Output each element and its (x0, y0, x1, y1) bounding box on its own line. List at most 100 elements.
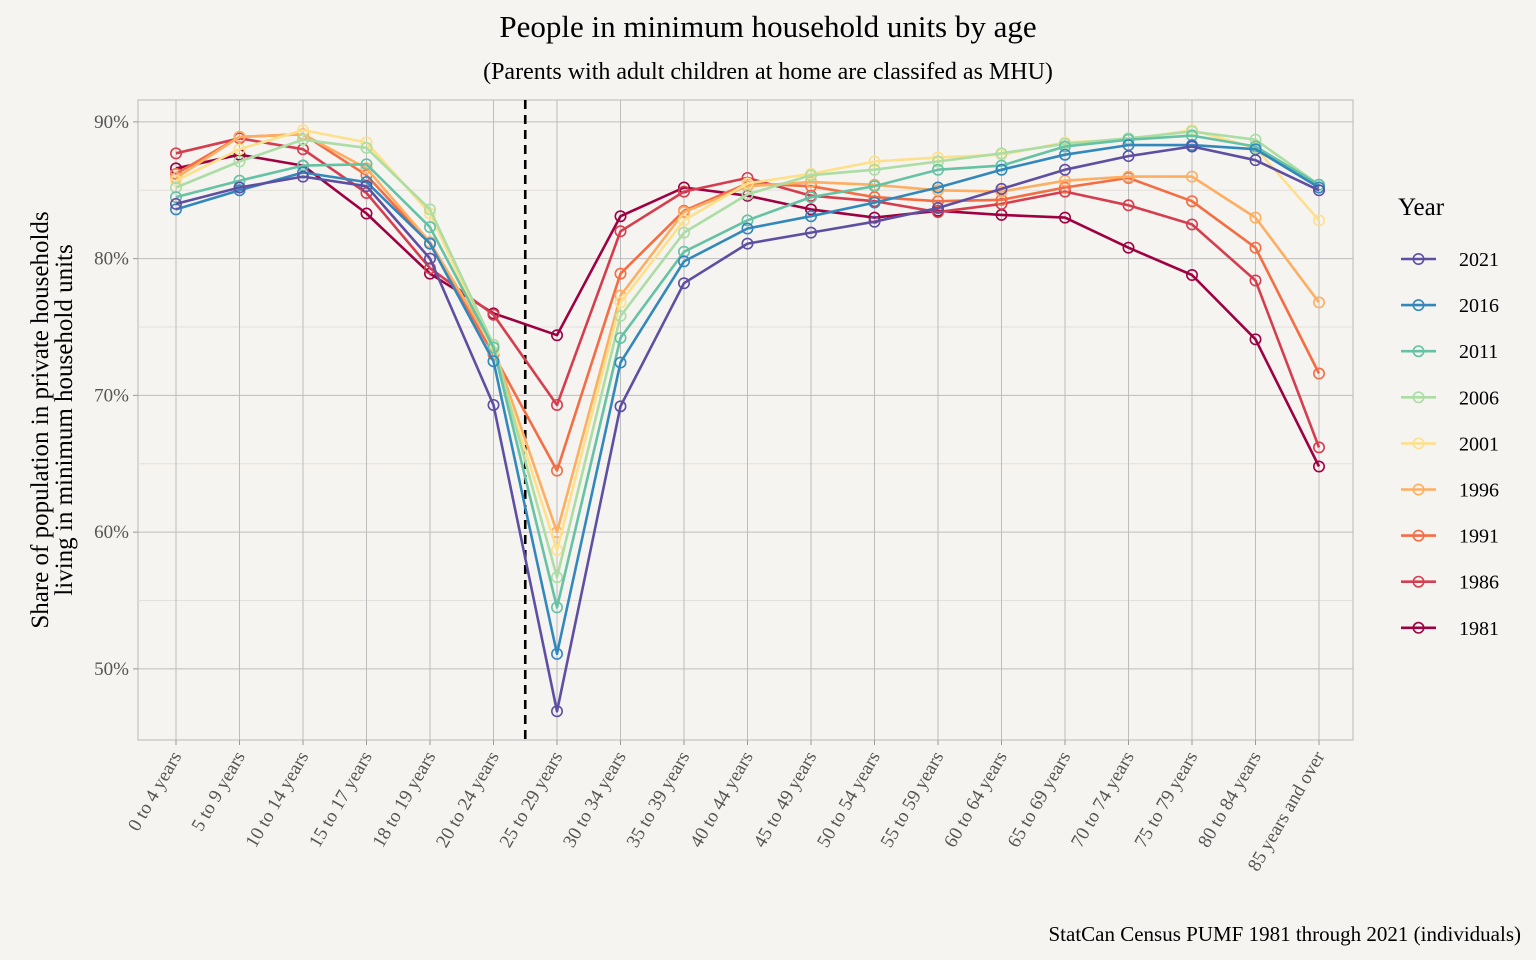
legend-title: Year (1398, 194, 1445, 221)
data-point (741, 237, 754, 250)
data-point (487, 355, 500, 368)
legend-label: 1986 (1459, 572, 1499, 594)
data-point (804, 169, 817, 182)
legend-label: 2001 (1459, 433, 1499, 455)
data-point (550, 705, 563, 718)
data-point (1186, 269, 1199, 282)
x-tick-label: 18 to 19 years (369, 748, 441, 851)
x-tick-label: 45 to 49 years (750, 748, 822, 851)
data-point (550, 398, 563, 411)
data-point (1313, 296, 1326, 309)
x-tick-label: 65 to 69 years (1004, 748, 1076, 851)
data-point (233, 130, 246, 143)
data-point (614, 225, 627, 238)
data-point (1249, 241, 1262, 254)
y-tick-label: 90% (94, 112, 129, 133)
data-point (741, 214, 754, 227)
x-tick-label: 80 to 84 years (1194, 748, 1266, 851)
data-point (1313, 184, 1326, 197)
data-point (550, 647, 563, 660)
legend-label: 1991 (1459, 526, 1499, 548)
data-point (170, 197, 183, 210)
series-line-1996 (175, 132, 1321, 534)
x-tick-label: 0 to 4 years (124, 748, 186, 835)
x-tick-label: 20 to 24 years (432, 748, 504, 851)
data-point (1249, 133, 1262, 146)
data-point (550, 571, 563, 584)
data-point (614, 331, 627, 344)
data-point (1313, 214, 1326, 227)
data-point (614, 400, 627, 413)
data-point (1059, 140, 1072, 153)
legend-key-point (1412, 391, 1425, 404)
data-point (360, 158, 373, 171)
data-point (804, 203, 817, 216)
data-point (677, 245, 690, 258)
x-tick-label: 60 to 64 years (940, 748, 1012, 851)
data-point (931, 181, 944, 194)
data-point (296, 143, 309, 156)
data-point (1059, 163, 1072, 176)
data-point (804, 191, 817, 204)
legend-key-point (1412, 483, 1425, 496)
y-axis-title-line1: Share of population in private household… (27, 211, 54, 628)
data-point (1249, 154, 1262, 167)
data-point (1313, 441, 1326, 454)
data-point (614, 210, 627, 223)
series-line-2016 (175, 143, 1320, 656)
y-tick-label: 80% (94, 249, 129, 270)
data-point (550, 464, 563, 477)
legend-item-1986: 1986 (1401, 572, 1499, 594)
series-line-2021 (175, 145, 1320, 713)
data-point (868, 196, 881, 209)
legend-item-2021: 2021 (1401, 249, 1499, 271)
series-2006 (170, 125, 1326, 584)
data-point (1122, 170, 1135, 183)
chart-title: People in minimum household units by age (499, 9, 1036, 44)
x-tick-label: 15 to 17 years (305, 748, 377, 851)
x-tick-label: 25 to 29 years (496, 748, 568, 851)
data-point (995, 147, 1008, 160)
legend-label: 2011 (1459, 341, 1498, 363)
data-point (550, 543, 563, 556)
legend-key-point (1412, 345, 1425, 358)
data-point (614, 310, 627, 323)
data-point (1059, 181, 1072, 194)
legend-item-1996: 1996 (1401, 480, 1499, 502)
data-point (233, 181, 246, 194)
data-point (487, 398, 500, 411)
legend-item-1991: 1991 (1401, 526, 1499, 548)
data-point (1313, 367, 1326, 380)
legend: Year 2021 2016 2011 2006 2001 1996 1991 1986 198… (1398, 194, 1499, 640)
data-point (423, 221, 436, 234)
data-point (741, 222, 754, 235)
data-point (995, 163, 1008, 176)
data-point (423, 203, 436, 216)
legend-key-point (1412, 529, 1425, 542)
y-axis-title-line2: living in minimum household units (51, 244, 78, 595)
data-point (233, 174, 246, 187)
data-point (677, 277, 690, 290)
data-point (931, 155, 944, 168)
data-point (1122, 241, 1135, 254)
data-point (931, 163, 944, 176)
legend-item-1981: 1981 (1401, 618, 1499, 640)
chart-subtitle: (Parents with adult children at home are… (483, 59, 1053, 85)
legend-label: 1996 (1459, 480, 1499, 502)
legend-item-2001: 2001 (1401, 433, 1499, 455)
y-axis: 50% 60% 70% 80% 90% (94, 112, 138, 680)
x-tick-label: 40 to 44 years (686, 748, 758, 851)
data-point (1313, 460, 1326, 473)
data-point (1186, 170, 1199, 183)
data-point (677, 226, 690, 239)
data-point (677, 185, 690, 198)
data-point (233, 155, 246, 168)
y-tick-label: 60% (94, 522, 129, 543)
data-point (995, 182, 1008, 195)
x-tick-label: 50 to 54 years (813, 748, 885, 851)
legend-label: 1981 (1459, 618, 1499, 640)
chart-caption: StatCan Census PUMF 1981 through 2021 (i… (1048, 922, 1521, 946)
data-point (550, 329, 563, 342)
legend-key-point (1412, 621, 1425, 634)
